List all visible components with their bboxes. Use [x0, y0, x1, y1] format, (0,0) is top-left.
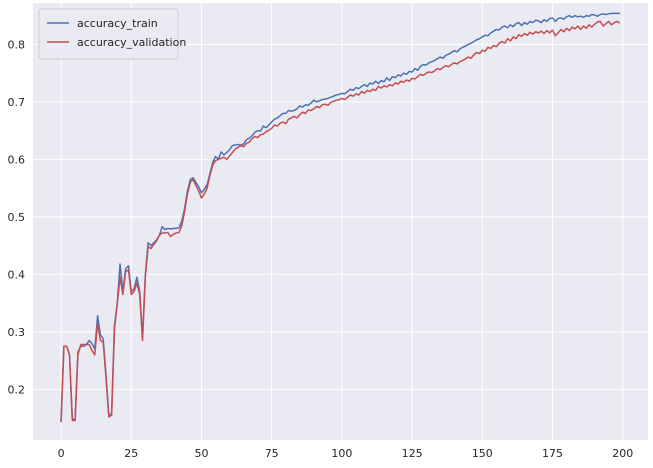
x-tick-label: 25	[124, 447, 138, 460]
x-tick-label: 0	[58, 447, 65, 460]
legend-label: accuracy_train	[77, 17, 158, 30]
x-tick-label: 150	[472, 447, 493, 460]
grid-lines	[33, 3, 648, 440]
y-axis-ticks: 0.2 0.3 0.4 0.5 0.6 0.7 0.8	[8, 38, 26, 396]
y-tick-label: 0.4	[8, 268, 26, 281]
series-line-accuracy-validation	[60, 20, 621, 423]
legend-box	[38, 8, 179, 60]
y-tick-label: 0.6	[8, 153, 26, 166]
x-tick-label: 100	[331, 447, 352, 460]
legend-label: accuracy_validation	[77, 36, 186, 49]
y-tick-label: 0.5	[8, 211, 26, 224]
x-tick-label: 175	[542, 447, 563, 460]
series-lines	[60, 12, 621, 423]
y-tick-label: 0.2	[8, 383, 26, 396]
x-tick-label: 50	[194, 447, 208, 460]
x-tick-label: 125	[402, 447, 423, 460]
x-axis-ticks: 0 25 50 75 100 125 150 175 200	[58, 447, 634, 460]
y-tick-label: 0.7	[8, 96, 26, 109]
x-tick-label: 75	[265, 447, 279, 460]
legend: accuracy_train accuracy_validation	[38, 8, 186, 60]
series-line-accuracy-train	[60, 12, 620, 422]
y-tick-label: 0.3	[8, 326, 26, 339]
x-tick-label: 200	[612, 447, 633, 460]
y-tick-label: 0.8	[8, 38, 26, 51]
plot-area	[33, 3, 648, 440]
